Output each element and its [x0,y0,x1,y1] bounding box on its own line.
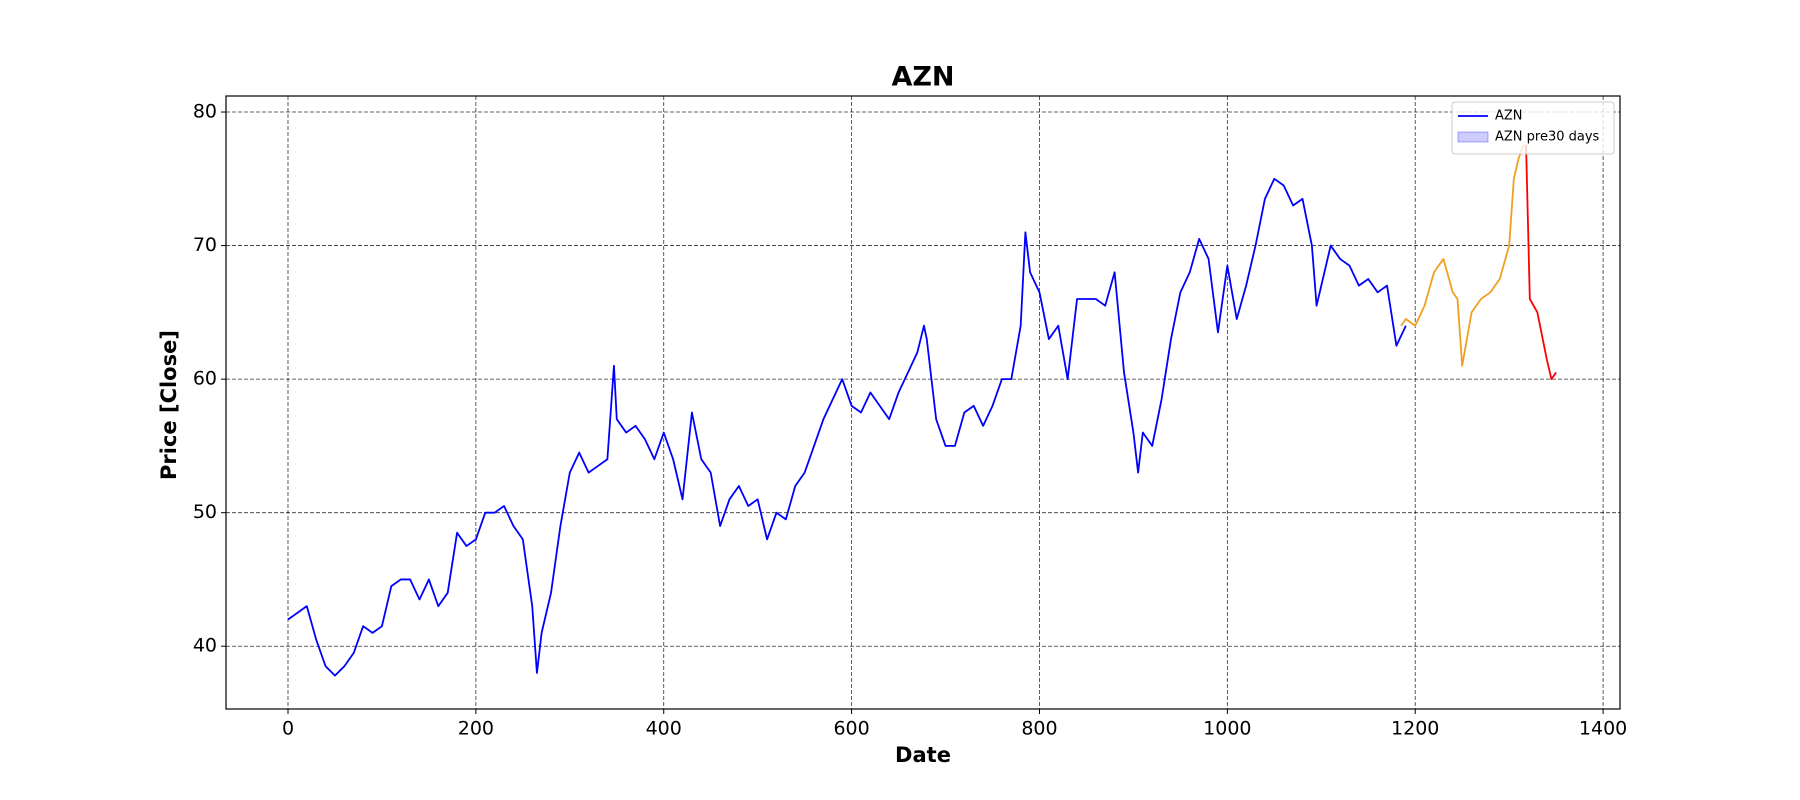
y-tick-label: 60 [193,368,217,390]
y-tick-label: 70 [193,234,217,256]
x-tick-label: 1200 [1391,718,1439,740]
plot-frame [225,95,1621,710]
legend-swatch [1457,131,1489,143]
line-series [1525,145,1557,381]
y-tick-label: 80 [193,101,217,123]
legend-box [1451,101,1615,155]
x-axis-label: Date [895,743,951,767]
legend-label: AZN pre30 days [1495,130,1600,145]
x-tick-label: 1000 [1203,718,1251,740]
x-tick-label: 600 [833,718,869,740]
x-tick-label: 400 [646,718,682,740]
chart-title: AZN [891,62,954,93]
x-tick-label: 0 [282,718,294,740]
y-axis-label: Price [Close] [157,330,181,480]
line-series [1400,144,1528,367]
y-tick-label: 40 [193,635,217,657]
line-series [287,177,1407,677]
x-tick-label: 200 [458,718,494,740]
legend-label: AZN [1495,109,1523,124]
y-tick-label: 50 [193,501,217,523]
x-tick-label: 800 [1021,718,1057,740]
x-tick-label: 1400 [1579,718,1627,740]
legend: AZN AZN pre30 days [1451,101,1615,155]
